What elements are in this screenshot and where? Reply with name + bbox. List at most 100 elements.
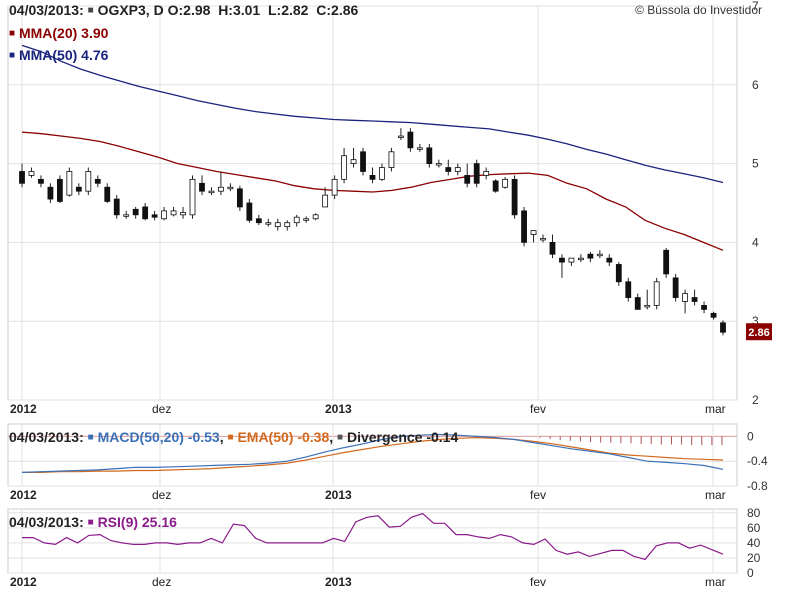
- candle-body: [625, 281, 632, 298]
- candle-body: [644, 305, 651, 308]
- branding: © Bússola do Investidor: [635, 3, 762, 17]
- candle-body: [416, 147, 423, 150]
- header-open-value: 2.98: [183, 2, 211, 18]
- rsi-date: 04/03/2013:: [9, 514, 84, 530]
- header-close-value: 2.86: [331, 2, 359, 18]
- last-price-badge: [746, 323, 772, 341]
- candle-body: [435, 163, 442, 166]
- price-y-tick-label: 3: [752, 314, 759, 328]
- candle-body: [454, 167, 461, 172]
- macd-y-tick-label: -0.4: [747, 454, 768, 468]
- header-high-label: H:: [218, 2, 233, 18]
- candle-body: [255, 218, 262, 224]
- mma50-square-icon: ■: [9, 50, 16, 61]
- macd-x-tick-label: 2013: [325, 488, 352, 502]
- candle-body: [398, 135, 404, 138]
- rsi-y-tick-label: 40: [747, 536, 761, 550]
- rsi-y-tick-label: 0: [747, 566, 754, 580]
- candle-body: [293, 216, 300, 224]
- legend-mma50-text: MMA(50) 4.76: [18, 47, 109, 63]
- candle-body: [615, 264, 622, 283]
- candle-body: [407, 131, 414, 149]
- rsi-y-tick-label: 20: [747, 551, 761, 565]
- candle-body: [265, 222, 272, 225]
- price-x-tick-label: dez: [152, 402, 171, 416]
- candle-body: [606, 257, 613, 263]
- macd-square-icon: ■: [87, 432, 94, 443]
- candle-body: [180, 212, 186, 216]
- candle-body: [208, 190, 215, 194]
- candle-body: [19, 171, 25, 184]
- candle-body: [464, 175, 471, 184]
- rsi-x-tick-label: dez: [152, 575, 171, 589]
- rsi-y-tick-label: 80: [747, 506, 761, 520]
- header-ticker: OGXP3, D: [97, 2, 164, 18]
- macd-y-tick-label: 0: [747, 429, 754, 443]
- candle-body: [322, 194, 329, 208]
- macd-y-tick-label: -0.8: [747, 479, 768, 493]
- candle-body: [587, 253, 594, 259]
- price-y-tick-label: 5: [752, 157, 759, 171]
- header-low-label: L:: [268, 2, 282, 18]
- candle-body: [38, 178, 44, 184]
- candle-body: [379, 167, 385, 180]
- candle-body: [511, 178, 518, 216]
- candle-body: [66, 171, 73, 196]
- macd-x-tick-label: 2012: [10, 488, 37, 502]
- ema-line: [22, 436, 724, 473]
- candle-body: [341, 155, 347, 180]
- price-x-tick-label: fev: [530, 402, 546, 416]
- candle-body: [540, 238, 546, 241]
- candle-body: [151, 214, 158, 218]
- rsi-line: [22, 512, 724, 561]
- macd-x-tick-label: dez: [152, 488, 171, 502]
- candle-body: [559, 257, 565, 263]
- candle-body: [218, 186, 224, 192]
- mma20-line: [21, 131, 724, 251]
- candle-body: [246, 202, 253, 221]
- legend-mma20-text: MMA(20) 3.90: [18, 25, 109, 41]
- header-date: 04/03/2013:: [9, 2, 84, 18]
- legend-ema-text: EMA(50) -0.38: [237, 429, 330, 445]
- candle-body: [331, 178, 338, 196]
- candle-body: [236, 188, 243, 208]
- price-x-tick-label: 2012: [10, 402, 37, 416]
- macd-x-tick-label: mar: [705, 488, 726, 502]
- rsi-y-tick-label: 60: [747, 521, 761, 535]
- price-y-tick-label: 4: [752, 235, 759, 249]
- candle-body: [672, 277, 679, 298]
- candle-body: [445, 167, 452, 172]
- candle-body: [132, 208, 139, 216]
- candle-body: [104, 186, 111, 202]
- price-x-tick-label: mar: [705, 402, 726, 416]
- legend-rsi-text: RSI(9) 25.16: [97, 514, 177, 530]
- candle-body: [75, 186, 82, 192]
- candle-body: [578, 257, 584, 261]
- legend-rsi-panel: 04/03/2013: ■ RSI(9) 25.16: [9, 514, 177, 530]
- candle-body: [701, 305, 707, 310]
- candle-body: [710, 312, 717, 318]
- price-header: 04/03/2013: ■ OGXP3, D O:2.98 H:3.01 L:2…: [9, 2, 358, 18]
- candle-body: [227, 186, 234, 190]
- candle-body: [350, 159, 357, 165]
- candle-body: [312, 214, 319, 220]
- macd-date: 04/03/2013:: [9, 429, 84, 445]
- rsi-x-tick-label: fev: [530, 575, 546, 589]
- candle-body: [691, 297, 698, 302]
- candle-body: [492, 180, 499, 192]
- price-x-tick-label: 2013: [325, 402, 352, 416]
- candle-body: [682, 293, 689, 302]
- candle-body: [85, 171, 92, 192]
- mma50-line: [21, 44, 724, 184]
- candle-body: [123, 214, 130, 217]
- candle-body: [142, 206, 149, 220]
- legend-macd-text: MACD(50,20) -0.53: [97, 429, 220, 445]
- candle-body: [369, 175, 376, 180]
- candle-body: [199, 182, 205, 192]
- ema-square-icon: ■: [227, 432, 234, 443]
- candle-body: [113, 198, 120, 216]
- price-y-tick-label: 2: [752, 393, 759, 407]
- macd-line: [21, 433, 724, 473]
- candle-body: [521, 210, 527, 243]
- candle-body: [483, 171, 490, 176]
